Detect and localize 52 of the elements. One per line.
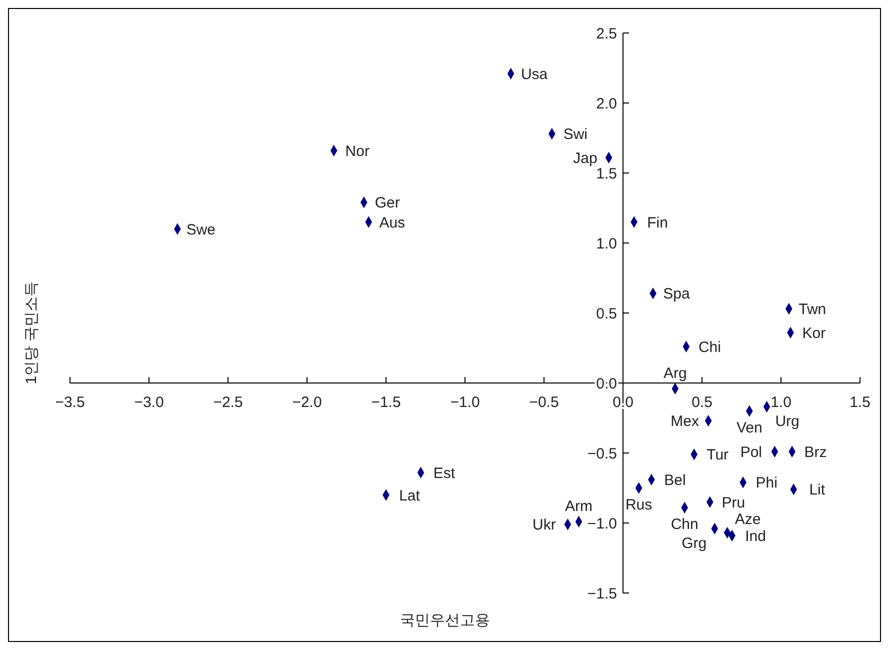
annotation: Kor (802, 324, 826, 342)
annotation: Spa (663, 286, 691, 303)
x-tick-label: −1.5 (371, 394, 401, 411)
y-tick-label: 1.0 (596, 235, 617, 252)
y-tick-label: 0.5 (596, 305, 617, 322)
annotation: Est (433, 464, 456, 482)
annotation: Rus (625, 496, 652, 514)
x-tick-label: 1.0 (770, 394, 792, 411)
annotation: Aus (379, 214, 406, 232)
annotation: Chn (670, 516, 698, 533)
y-tick-label: 2.5 (596, 25, 617, 42)
annotation: Chi (698, 338, 721, 356)
annotation: Swe (186, 221, 216, 238)
annotation: Ind (745, 528, 766, 545)
annotation: Jap (573, 150, 598, 167)
annotation: Ukr (532, 516, 556, 534)
annotation: Aze (734, 511, 761, 528)
annotation: Arm (565, 498, 593, 515)
annotation: Ger (374, 194, 400, 212)
annotation: Arg (663, 364, 687, 382)
x-tick-label: −0.5 (529, 394, 559, 411)
annotation: Grg (682, 534, 707, 552)
y-axis-title: 1인당 국민소득 (23, 282, 40, 384)
x-tick-label: 0.5 (692, 394, 712, 411)
annotation: Ven (736, 419, 762, 436)
annotation: Lat (399, 487, 421, 504)
annotation: Phi (756, 474, 778, 492)
annotation: Tur (706, 446, 729, 464)
annotation: Nor (345, 142, 370, 160)
annotation: Urg (775, 413, 800, 430)
annotation: Brz (804, 444, 827, 461)
x-tick-label: −2.0 (292, 394, 322, 411)
y-tick-label: −1.0 (587, 515, 617, 532)
annotation: Pol (740, 444, 762, 461)
y-tick-label: −0.5 (587, 445, 617, 462)
x-tick-label: −3.5 (55, 394, 85, 411)
x-tick-label: 1.5 (850, 394, 870, 411)
annotation: Twn (798, 301, 826, 318)
annotation: Fin (647, 214, 668, 232)
y-tick-label: 2.0 (596, 95, 617, 112)
annotation: Lit (809, 482, 826, 499)
annotation: Bel (664, 472, 686, 489)
y-tick-label: 1.5 (596, 165, 617, 182)
annotation: Pru (722, 494, 746, 512)
x-tick-label: −1.0 (450, 394, 480, 411)
annotation: Usa (520, 66, 548, 83)
y-tick-label: −1.5 (587, 585, 617, 602)
x-axis-title: 국민우선고용 (400, 612, 490, 629)
annotation: Mex (670, 413, 700, 430)
x-tick-label: −2.5 (213, 394, 243, 411)
annotation: Swi (563, 126, 588, 144)
x-tick-label: −3.0 (134, 394, 164, 411)
